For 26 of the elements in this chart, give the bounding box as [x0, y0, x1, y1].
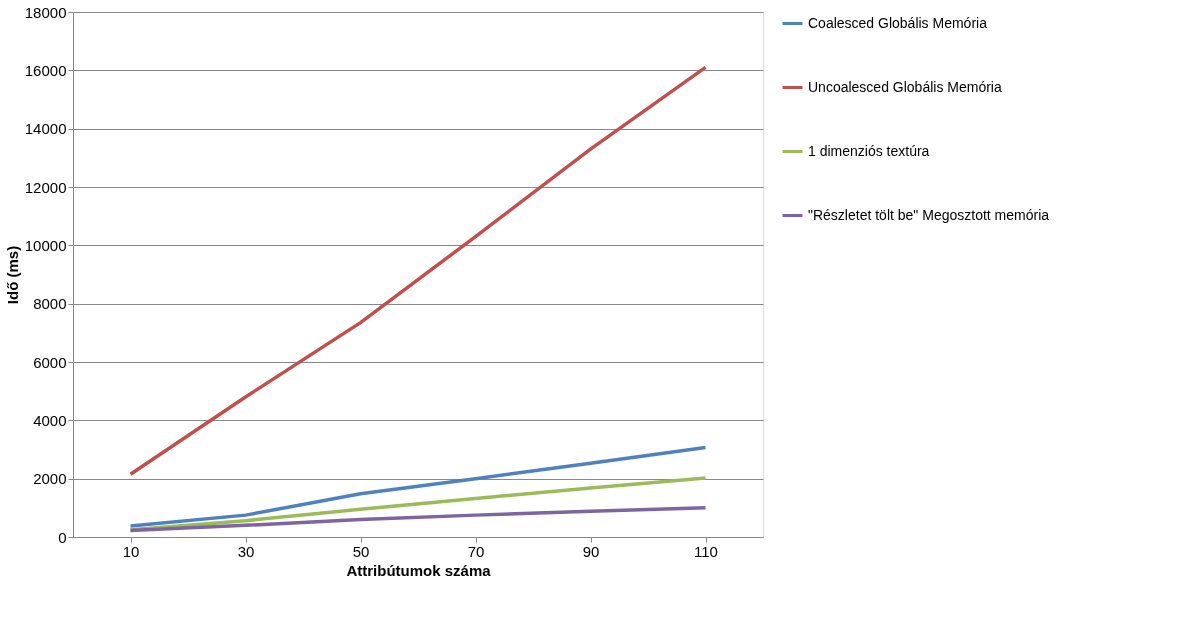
- line-series: [128, 476, 708, 532]
- y-tick-label: 6000: [33, 353, 67, 371]
- legend-label: "Részletet tölt be" Megosztott memória: [808, 206, 1050, 223]
- y-tick-label: 14000: [24, 120, 67, 138]
- x-axis-title: Attribútumok száma: [346, 561, 492, 579]
- legend-label: Uncoalesced Globális Memória: [808, 78, 1002, 95]
- y-tick-label: 18000: [24, 3, 67, 21]
- y-tick-label: 8000: [33, 295, 67, 313]
- y-tick-label: 4000: [33, 411, 67, 429]
- x-tick-label: 70: [467, 542, 485, 560]
- line-series: [128, 65, 708, 477]
- y-tick-label: 0: [58, 528, 67, 546]
- y-tick-label: 12000: [24, 178, 67, 196]
- x-tick-label: 90: [582, 542, 600, 560]
- line-series: [128, 445, 708, 528]
- y-tick-label: 16000: [24, 61, 67, 79]
- y-tick-label: 2000: [33, 470, 67, 488]
- x-tick-label: 30: [237, 542, 255, 560]
- legend-label: 1 dimenziós textúra: [808, 142, 930, 159]
- legend-label: Coalesced Globális Memória: [808, 14, 988, 31]
- x-tick-label: 50: [352, 542, 370, 560]
- y-axis-title: Idő (ms): [3, 245, 21, 305]
- x-tick-label: 10: [122, 542, 140, 560]
- x-tick-label: 110: [694, 542, 718, 560]
- y-tick-label: 10000: [24, 236, 67, 254]
- line-series: [128, 506, 708, 533]
